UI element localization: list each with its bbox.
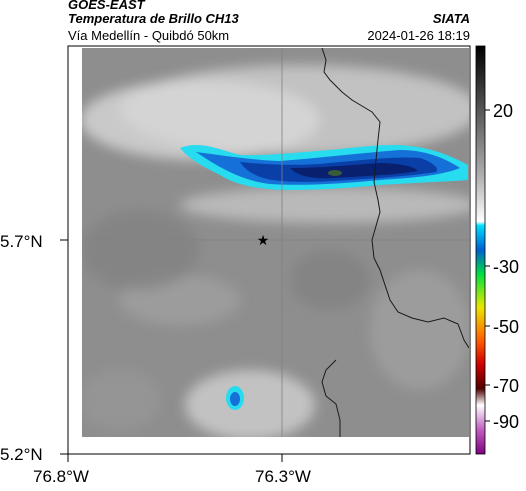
location-star-icon: ★: [257, 232, 270, 248]
organization-label: SIATA: [432, 11, 470, 26]
cold-cloud-band: [180, 144, 468, 190]
x-tick-label: 76.8°W: [33, 467, 89, 486]
colorbar-tick-label: -50: [493, 317, 519, 337]
satellite-title: GOES-EAST: [68, 0, 145, 12]
convective-cell: [226, 386, 244, 410]
colorbar-tick-label: 20: [493, 101, 513, 121]
colorbar-gradient: [475, 45, 486, 455]
department-border: [321, 48, 469, 349]
brightness-temperature-field: ★: [82, 48, 469, 437]
colorbar-tick-label: -30: [493, 257, 519, 277]
y-tick-label: 5.2°N: [0, 445, 43, 464]
department-border-south: [321, 359, 341, 437]
datetime-label: 2024-01-26 18:19: [367, 28, 470, 43]
y-tick-label: 5.7°N: [0, 232, 43, 251]
colorbar: 20 -30 -50 -70 -90: [475, 45, 519, 455]
x-tick-label: 76.3°W: [255, 467, 311, 486]
product-title: Temperatura de Brillo CH13: [68, 11, 239, 26]
region-subtitle: Vía Medellín - Quibdó 50km: [68, 28, 230, 43]
colorbar-tick-label: -70: [493, 376, 519, 396]
colorbar-tick-label: -90: [493, 412, 519, 432]
